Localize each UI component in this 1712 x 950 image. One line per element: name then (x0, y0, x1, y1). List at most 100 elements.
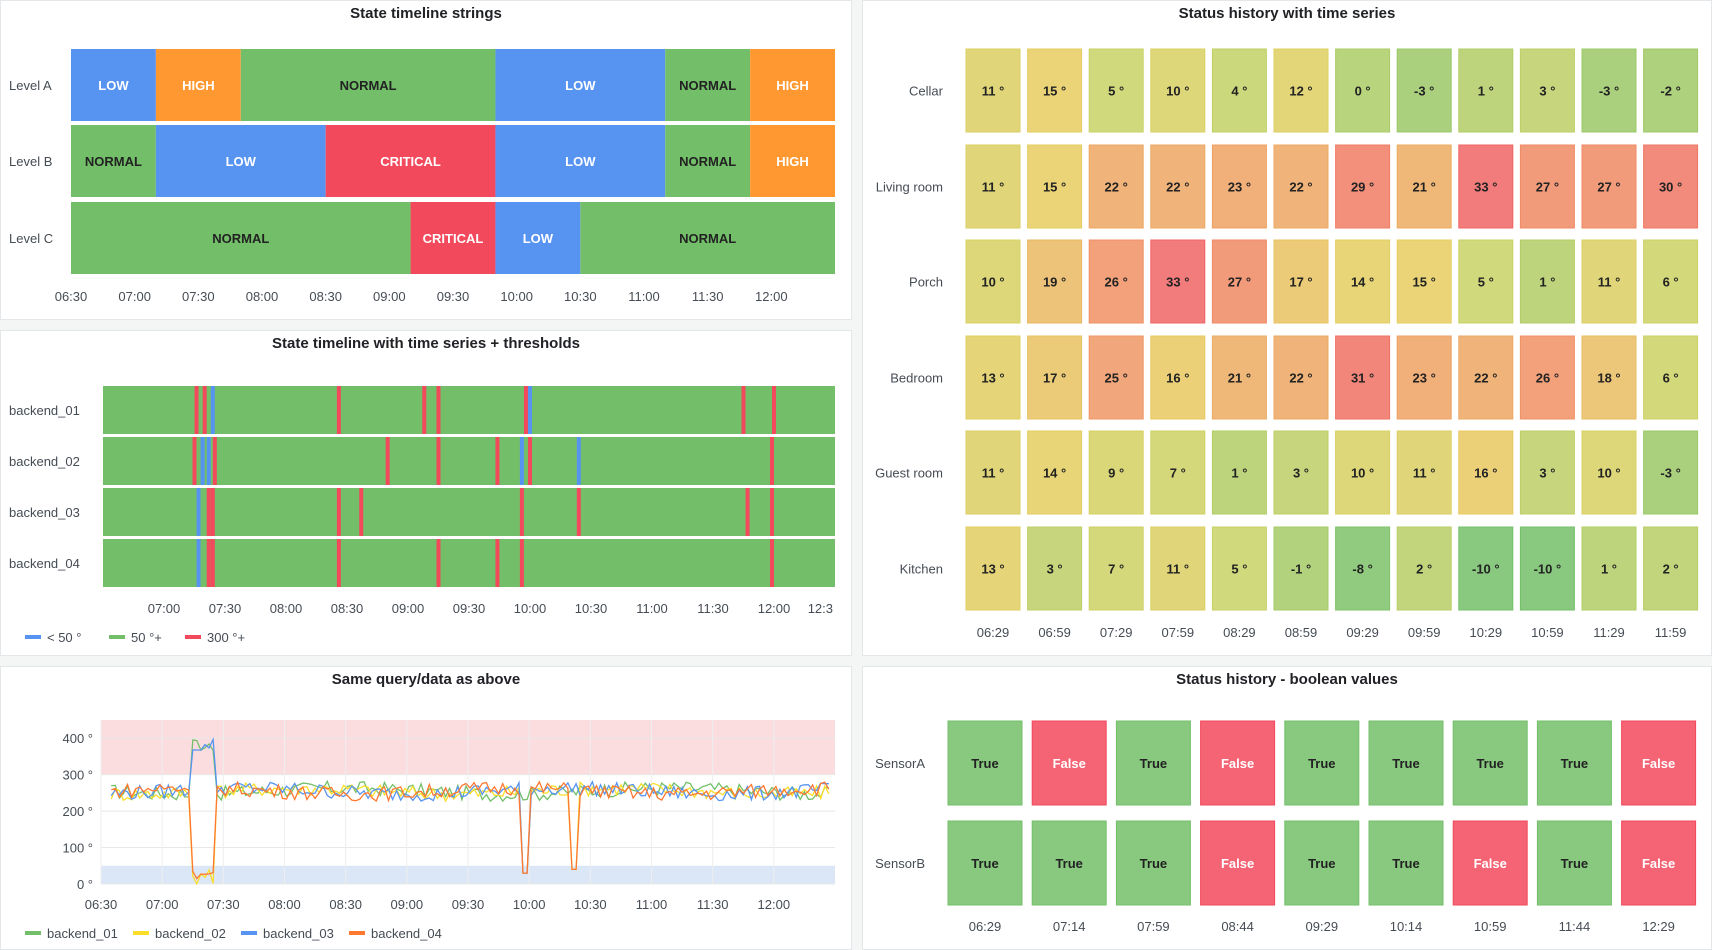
status-cell[interactable] (1150, 239, 1206, 324)
status-cell[interactable] (1396, 526, 1452, 611)
status-cell[interactable] (1519, 48, 1575, 133)
status-cell[interactable] (1452, 820, 1528, 906)
status-cell[interactable] (1115, 720, 1191, 806)
status-cell[interactable] (947, 720, 1023, 806)
status-cell[interactable] (1115, 820, 1191, 906)
status-cell[interactable] (1396, 335, 1452, 420)
legend-label[interactable]: backend_02 (155, 926, 226, 941)
status-cell[interactable] (1273, 144, 1329, 229)
status-cell[interactable] (1027, 48, 1083, 133)
status-cell[interactable] (1519, 430, 1575, 515)
status-cell[interactable] (1088, 48, 1144, 133)
status-cell[interactable] (1519, 526, 1575, 611)
status-cell[interactable] (1643, 430, 1699, 515)
status-cell[interactable] (1088, 239, 1144, 324)
status-cell[interactable] (1273, 526, 1329, 611)
status-cell[interactable] (1335, 335, 1391, 420)
status-cell[interactable] (1284, 820, 1360, 906)
status-cell[interactable] (965, 144, 1021, 229)
status-cell[interactable] (1368, 820, 1444, 906)
status-cell[interactable] (1458, 526, 1514, 611)
status-cell[interactable] (1643, 335, 1699, 420)
status-cell[interactable] (1519, 144, 1575, 229)
status-cell[interactable] (1519, 239, 1575, 324)
status-cell[interactable] (1368, 720, 1444, 806)
status-cell[interactable] (1211, 526, 1267, 611)
status-cell[interactable] (947, 820, 1023, 906)
status-cell[interactable] (1027, 239, 1083, 324)
status-cell[interactable] (1581, 430, 1637, 515)
status-cell[interactable] (1458, 239, 1514, 324)
status-cell[interactable] (1643, 239, 1699, 324)
status-cell[interactable] (965, 48, 1021, 133)
status-cell[interactable] (1200, 720, 1276, 806)
status-cell[interactable] (1273, 48, 1329, 133)
status-cell[interactable] (1581, 239, 1637, 324)
status-cell[interactable] (1273, 335, 1329, 420)
status-cell[interactable] (1536, 820, 1612, 906)
status-cell[interactable] (965, 239, 1021, 324)
status-cell[interactable] (1027, 430, 1083, 515)
status-cell[interactable] (1150, 430, 1206, 515)
status-cell[interactable] (1458, 144, 1514, 229)
status-cell[interactable] (1211, 335, 1267, 420)
status-cell[interactable] (1088, 430, 1144, 515)
status-cell[interactable] (1027, 335, 1083, 420)
status-cell[interactable] (1273, 239, 1329, 324)
status-cell[interactable] (1027, 144, 1083, 229)
status-cell[interactable] (1335, 144, 1391, 229)
status-cell[interactable] (1088, 526, 1144, 611)
threshold-mark (422, 386, 427, 434)
legend-label[interactable]: < 50 ° (47, 630, 81, 645)
cell-value: 5 ° (1478, 275, 1494, 290)
status-cell[interactable] (1211, 430, 1267, 515)
status-cell[interactable] (1458, 48, 1514, 133)
legend-label[interactable]: 50 °+ (131, 630, 162, 645)
status-cell[interactable] (1643, 48, 1699, 133)
legend-label[interactable]: backend_03 (263, 926, 334, 941)
status-cell[interactable] (1150, 144, 1206, 229)
cell-value: -8 ° (1352, 562, 1372, 577)
status-cell[interactable] (1458, 335, 1514, 420)
legend-label[interactable]: 300 °+ (207, 630, 245, 645)
legend-label[interactable]: backend_04 (371, 926, 442, 941)
status-cell[interactable] (1581, 335, 1637, 420)
status-cell[interactable] (965, 526, 1021, 611)
status-cell[interactable] (1581, 48, 1637, 133)
status-cell[interactable] (1458, 430, 1514, 515)
status-cell[interactable] (1581, 526, 1637, 611)
status-cell[interactable] (1519, 335, 1575, 420)
status-cell[interactable] (1621, 820, 1697, 906)
status-cell[interactable] (1452, 720, 1528, 806)
status-cell[interactable] (965, 430, 1021, 515)
status-cell[interactable] (1581, 144, 1637, 229)
status-cell[interactable] (1211, 144, 1267, 229)
status-cell[interactable] (1335, 526, 1391, 611)
status-cell[interactable] (1273, 430, 1329, 515)
status-cell[interactable] (1150, 335, 1206, 420)
status-cell[interactable] (1643, 144, 1699, 229)
status-cell[interactable] (1396, 144, 1452, 229)
status-cell[interactable] (1284, 720, 1360, 806)
status-cell[interactable] (1027, 526, 1083, 611)
status-cell[interactable] (1200, 820, 1276, 906)
status-cell[interactable] (1031, 820, 1107, 906)
status-cell[interactable] (1396, 239, 1452, 324)
status-cell[interactable] (1643, 526, 1699, 611)
legend-label[interactable]: backend_01 (47, 926, 118, 941)
status-cell[interactable] (1088, 335, 1144, 420)
status-cell[interactable] (1211, 239, 1267, 324)
status-cell[interactable] (1150, 48, 1206, 133)
status-cell[interactable] (1211, 48, 1267, 133)
status-cell[interactable] (1335, 430, 1391, 515)
status-cell[interactable] (1396, 48, 1452, 133)
status-cell[interactable] (1621, 720, 1697, 806)
status-cell[interactable] (1150, 526, 1206, 611)
status-cell[interactable] (1396, 430, 1452, 515)
status-cell[interactable] (1536, 720, 1612, 806)
status-cell[interactable] (965, 335, 1021, 420)
status-cell[interactable] (1088, 144, 1144, 229)
status-cell[interactable] (1031, 720, 1107, 806)
status-cell[interactable] (1335, 239, 1391, 324)
status-cell[interactable] (1335, 48, 1391, 133)
